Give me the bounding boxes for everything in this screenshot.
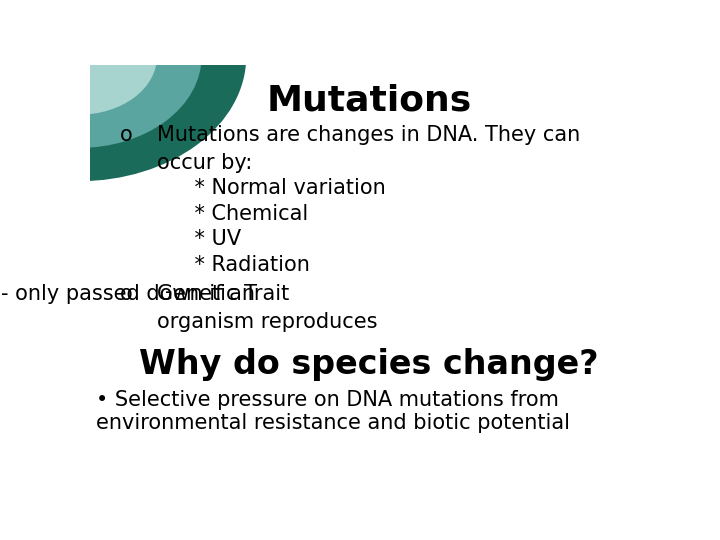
Text: * UV: * UV (168, 230, 241, 249)
Text: o: o (120, 125, 132, 145)
Text: organism reproduces: organism reproduces (157, 312, 377, 332)
Wedge shape (78, 57, 157, 114)
Wedge shape (78, 57, 246, 181)
Text: * Normal variation: * Normal variation (168, 178, 386, 198)
Text: • Selective pressure on DNA mutations from
environmental resistance and biotic p: • Selective pressure on DNA mutations fr… (96, 390, 570, 433)
Text: * Chemical: * Chemical (168, 204, 308, 224)
Text: Mutations: Mutations (266, 84, 472, 118)
Wedge shape (78, 57, 202, 148)
Text: Genetic Trait: Genetic Trait (157, 285, 289, 305)
Text: Why do species change?: Why do species change? (139, 348, 599, 381)
Text: Mutations are changes in DNA. They can: Mutations are changes in DNA. They can (157, 125, 580, 145)
Text: * Radiation: * Radiation (168, 255, 310, 275)
Text: - only passed down if an: - only passed down if an (1, 285, 255, 305)
Text: occur by:: occur by: (157, 152, 252, 173)
Text: o: o (120, 285, 132, 305)
